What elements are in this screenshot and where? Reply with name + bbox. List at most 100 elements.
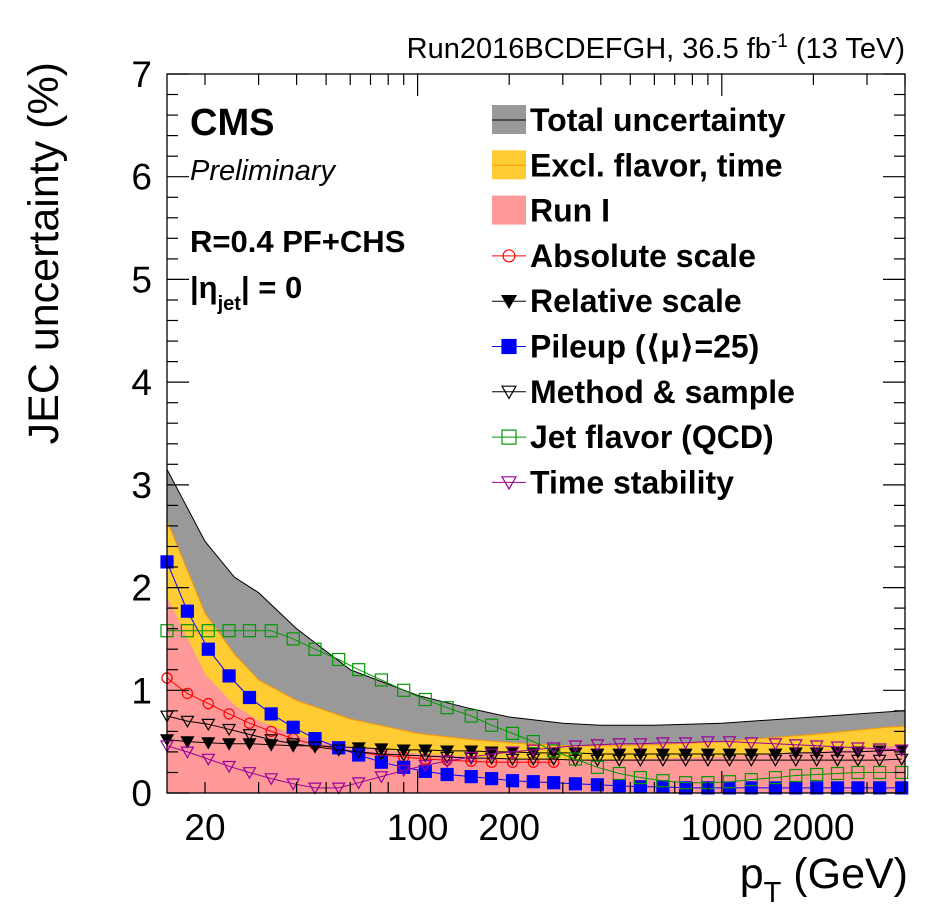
data-point	[678, 754, 693, 768]
data-point	[351, 742, 366, 755]
legend-marker	[500, 385, 518, 400]
legend-marker	[501, 338, 517, 355]
data-point	[526, 734, 540, 749]
data-point	[374, 673, 388, 687]
data-point	[744, 772, 758, 787]
y-tick-label: 2	[131, 568, 152, 609]
data-point	[307, 741, 323, 754]
data-point	[722, 754, 737, 768]
data-point	[180, 604, 194, 618]
legend-entry: Method & sample	[492, 374, 795, 410]
band-edge-1	[166, 520, 906, 747]
data-point	[201, 737, 216, 750]
data-point	[222, 760, 237, 774]
data-point	[484, 748, 499, 761]
data-point	[722, 736, 737, 749]
data-point	[374, 755, 388, 769]
data-point	[418, 744, 433, 757]
y-tick-label: 5	[131, 259, 152, 300]
data-point	[222, 738, 237, 751]
data-point	[505, 726, 520, 741]
series-3	[159, 710, 909, 768]
data-point	[222, 624, 236, 638]
legend-entry: Relative scale	[492, 283, 742, 319]
data-point	[180, 746, 195, 759]
data-point	[201, 642, 215, 656]
legend-entry: Run I	[492, 193, 610, 229]
data-point	[700, 748, 715, 761]
data-point	[351, 746, 366, 759]
data-point	[744, 754, 759, 768]
data-point	[397, 683, 411, 697]
data-point	[547, 744, 561, 758]
data-point	[789, 781, 803, 795]
legend-label: Method & sample	[530, 374, 795, 410]
legend-label: Total uncertainty	[530, 102, 786, 138]
data-point	[286, 738, 301, 751]
data-point	[440, 755, 455, 769]
data-point	[872, 765, 887, 780]
data-point	[788, 739, 803, 752]
band-0	[167, 469, 905, 793]
data-point	[656, 774, 670, 788]
data-point	[484, 752, 499, 766]
data-point	[678, 781, 693, 795]
data-point	[440, 745, 455, 758]
data-point	[768, 754, 783, 768]
data-point	[308, 731, 322, 746]
data-point	[181, 687, 194, 700]
data-point	[396, 764, 411, 778]
data-point	[485, 771, 499, 786]
eta-label: |ηjet| = 0	[190, 270, 302, 315]
data-point	[505, 746, 520, 759]
data-point	[331, 782, 346, 795]
data-point	[351, 777, 366, 790]
data-point	[768, 738, 783, 751]
data-point	[810, 781, 824, 795]
data-point	[242, 738, 257, 751]
legend-entry: Excl. flavor, time	[492, 147, 783, 183]
data-point	[590, 739, 605, 752]
data-point	[895, 781, 909, 795]
data-point	[590, 754, 605, 768]
data-point	[612, 754, 627, 768]
data-point	[264, 624, 278, 638]
data-point	[851, 781, 865, 795]
legend-marker	[502, 249, 516, 263]
data-point	[722, 775, 737, 789]
data-point	[612, 766, 626, 781]
data-point	[464, 709, 478, 723]
data-point	[851, 765, 865, 780]
data-point	[678, 737, 693, 750]
series-line-3	[166, 715, 902, 761]
data-point	[242, 729, 257, 742]
series-line-4	[167, 630, 902, 784]
data-point	[809, 754, 824, 768]
data-point	[331, 744, 346, 757]
x-tick-label: 1000	[681, 807, 763, 848]
data-point	[265, 725, 277, 738]
data-point	[590, 778, 605, 792]
legend: Total uncertainty Excl. flavor, time Run I…	[492, 102, 795, 500]
data-point	[788, 754, 803, 768]
data-point	[830, 741, 845, 754]
data-point	[872, 743, 887, 756]
data-point	[180, 715, 195, 729]
legend-label: Relative scale	[530, 283, 742, 319]
data-point	[872, 781, 887, 795]
data-point	[440, 701, 454, 715]
legend-entry: Time stability	[492, 464, 734, 500]
data-point	[850, 754, 865, 768]
data-point	[633, 738, 648, 751]
data-point	[546, 742, 561, 755]
data-point	[590, 760, 605, 774]
data-point	[768, 781, 783, 795]
jet-algorithm-label: R=0.4 PF+CHS	[190, 224, 405, 259]
legend-entry: Pileup (⟨μ⟩=25)	[492, 329, 759, 365]
x-tick-label: 200	[478, 807, 540, 848]
data-point	[722, 748, 737, 761]
data-point	[242, 690, 257, 705]
data-point	[809, 740, 824, 753]
data-point	[374, 748, 389, 761]
data-point	[243, 717, 256, 729]
